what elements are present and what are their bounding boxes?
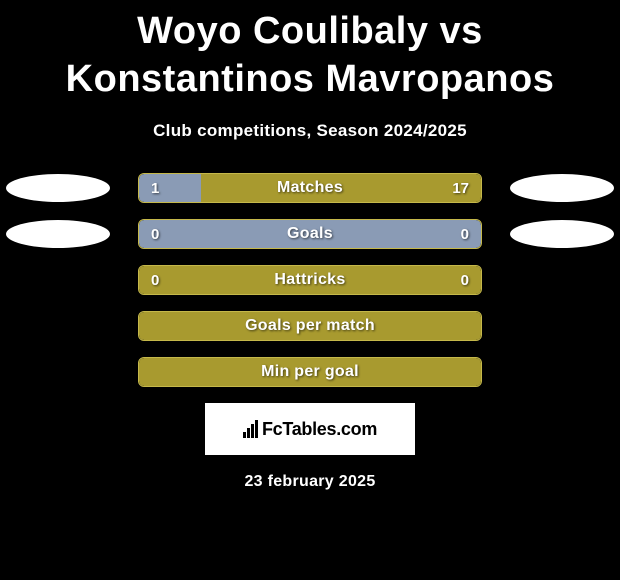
- stat-bar: Min per goal: [138, 357, 482, 387]
- stat-rows: 117Matches 00Goals 00Hattricks Goals per ma…: [0, 173, 620, 387]
- stat-row: 117Matches: [0, 173, 620, 203]
- spacer: [6, 266, 110, 294]
- spacer: [510, 312, 614, 340]
- bars-icon: [243, 420, 258, 438]
- stat-label: Matches: [139, 174, 481, 202]
- team-badge-left: [6, 220, 110, 248]
- stat-bar: 00Hattricks: [138, 265, 482, 295]
- spacer: [510, 266, 614, 294]
- date-label: 23 february 2025: [0, 473, 620, 491]
- stat-bar: 00Goals: [138, 219, 482, 249]
- spacer: [6, 358, 110, 386]
- comparison-card: Woyo Coulibaly vs Konstantinos Mavropano…: [0, 0, 620, 491]
- team-badge-left: [6, 174, 110, 202]
- subtitle: Club competitions, Season 2024/2025: [0, 121, 620, 141]
- stat-label: Min per goal: [139, 358, 481, 386]
- stat-label: Goals per match: [139, 312, 481, 340]
- spacer: [6, 312, 110, 340]
- team-badge-right: [510, 174, 614, 202]
- team-badge-right: [510, 220, 614, 248]
- stat-label: Goals: [139, 220, 481, 248]
- logo-box[interactable]: FcTables.com: [205, 403, 415, 455]
- stat-bar: 117Matches: [138, 173, 482, 203]
- logo-text: FcTables.com: [262, 419, 377, 440]
- stat-label: Hattricks: [139, 266, 481, 294]
- spacer: [510, 358, 614, 386]
- stat-row: Goals per match: [0, 311, 620, 341]
- stat-row: 00Goals: [0, 219, 620, 249]
- stat-row: Min per goal: [0, 357, 620, 387]
- stat-bar: Goals per match: [138, 311, 482, 341]
- stat-row: 00Hattricks: [0, 265, 620, 295]
- page-title: Woyo Coulibaly vs Konstantinos Mavropano…: [0, 8, 620, 103]
